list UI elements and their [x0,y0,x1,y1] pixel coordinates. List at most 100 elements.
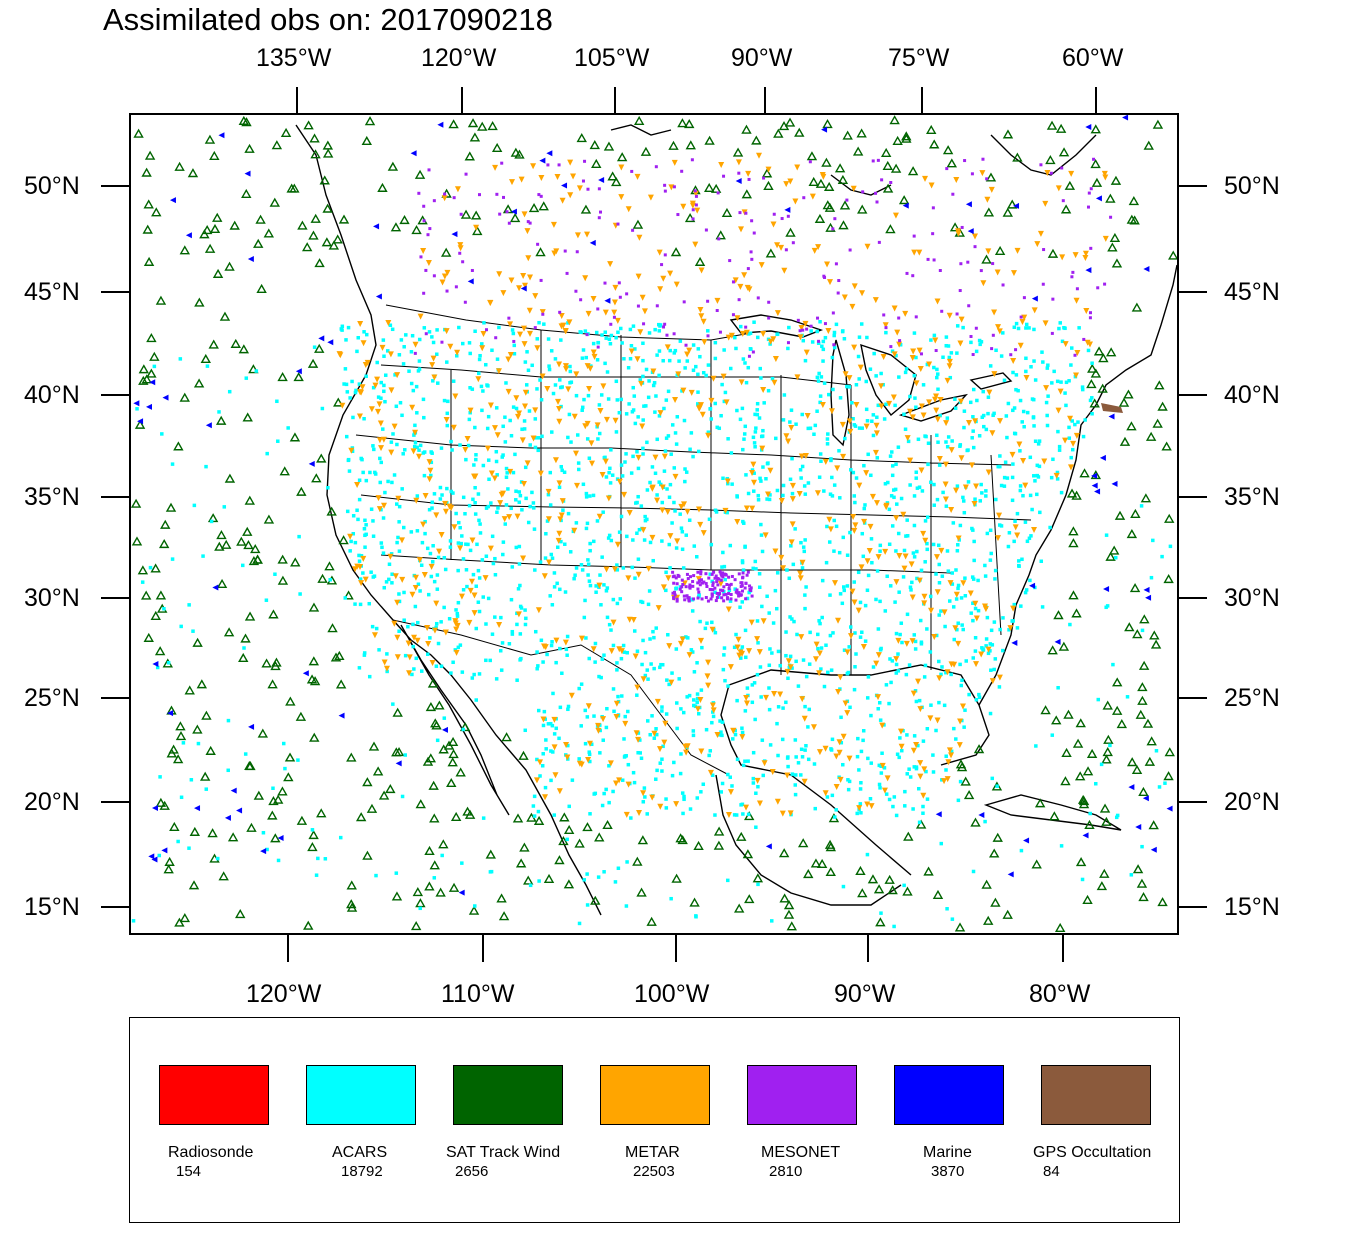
metar-marker [411,634,418,641]
acars-marker [310,828,315,832]
metar-marker [433,512,440,519]
metar-marker [497,500,504,507]
mesonet-marker [740,584,744,588]
acars-marker [382,585,387,590]
acars-marker [953,397,957,401]
acars-marker [510,629,515,634]
acars-marker [345,509,350,514]
metar-marker [661,739,668,746]
acars-marker [657,322,661,327]
acars-marker [401,452,405,456]
acars-marker [1027,326,1031,330]
acars-marker [487,477,491,482]
acars-marker [369,570,373,574]
acars-marker [794,659,798,664]
acars-marker [958,523,963,528]
mesonet-marker [767,316,771,320]
acars-marker [371,519,375,523]
acars-marker [155,665,160,670]
sat-track-wind-marker [1063,709,1074,719]
acars-marker [841,329,845,333]
acars-marker [823,335,828,340]
sat-track-wind-marker [703,182,715,193]
mesonet-marker [727,592,731,596]
acars-marker [735,698,739,703]
marine-marker [161,847,168,854]
acars-marker [646,395,651,400]
acars-marker [531,501,536,505]
acars-marker [370,624,375,629]
sat-track-wind-marker [1040,705,1051,715]
acars-marker [919,568,924,573]
acars-marker [803,704,807,709]
sat-track-wind-marker [814,213,826,223]
metar-marker [936,455,943,462]
metar-marker [802,453,809,460]
mesonet-marker [427,168,431,172]
acars-marker [936,372,940,376]
acars-marker [431,544,435,548]
acars-marker [668,482,673,487]
acars-marker [493,556,497,561]
acars-marker [548,594,552,598]
metar-marker [347,533,354,540]
acars-marker [890,464,895,468]
acars-marker [829,668,834,672]
acars-marker [354,388,358,393]
acars-marker [412,667,416,671]
acars-marker [474,584,478,588]
mesonet-marker [690,158,694,162]
acars-marker [152,364,157,369]
metar-marker [610,619,617,626]
metar-marker [664,344,671,351]
mesonet-marker [905,271,909,275]
metar-marker [1042,200,1049,207]
acars-marker [924,769,928,774]
acars-marker [517,544,522,549]
acars-marker [429,574,434,579]
sat-track-wind-marker [1161,441,1172,451]
acars-marker [690,650,695,654]
acars-marker [801,658,806,662]
acars-marker [853,665,857,669]
acars-marker [825,442,830,446]
sat-track-wind-marker [283,772,294,782]
acars-marker [838,592,843,596]
acars-marker [681,811,685,816]
acars-marker [687,518,692,522]
acars-marker [912,734,917,738]
acars-marker [1028,493,1033,498]
metar-marker [1082,254,1089,261]
acars-marker [680,389,684,393]
acars-marker [673,431,678,435]
metar-marker [492,164,499,171]
acars-marker [541,752,545,756]
acars-marker [929,480,933,485]
metar-marker [735,159,742,166]
metar-marker [590,646,597,653]
acars-marker [784,630,788,634]
acars-marker [641,446,645,451]
acars-marker [158,775,162,779]
metar-marker [714,297,721,304]
acars-marker [586,393,591,398]
sat-track-wind-marker [286,183,297,193]
acars-marker [637,527,642,532]
acars-marker [359,554,364,558]
acars-marker [552,732,557,736]
metar-marker [607,261,614,268]
acars-marker [925,797,930,801]
acars-marker [506,487,510,491]
metar-marker [584,363,591,370]
acars-marker [397,549,402,553]
top-lon-label: 75°W [888,44,950,72]
acars-marker [762,401,766,405]
mesonet-marker [970,172,974,176]
acars-marker [504,503,509,507]
metar-marker [895,637,902,644]
metar-marker [946,358,953,365]
acars-marker [742,437,746,441]
left-lat-label: 40°N [24,381,80,409]
acars-marker [455,354,459,358]
metar-marker [532,293,539,300]
